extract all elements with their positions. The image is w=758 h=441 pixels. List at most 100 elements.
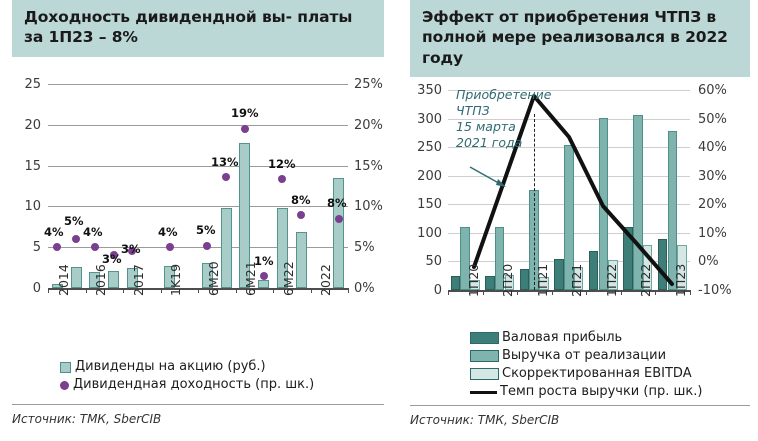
r-xlabel-2p22: 2П22 bbox=[638, 263, 653, 297]
dot-yield-2022 bbox=[297, 210, 306, 219]
dotlabel-0: 4% bbox=[44, 225, 64, 239]
xtick-10 bbox=[235, 288, 237, 293]
r-xtick-4 bbox=[586, 290, 588, 295]
r-xtick-5 bbox=[620, 290, 622, 295]
right-panel: Эффект от приобретения ЧТПЗ в полной мер… bbox=[400, 0, 758, 441]
dot-yield-2021 bbox=[259, 271, 268, 280]
legend-item-revenue-growth[interactable]: Темп роста выручки (пр. шк.) bbox=[470, 384, 702, 400]
bar-dividend-2021 bbox=[258, 280, 270, 288]
r-ytick-100: 100 bbox=[417, 225, 442, 241]
left-xlabel-2022: 2022 bbox=[318, 264, 333, 296]
legend-item-dividend-yield[interactable]: Дивидендная доходность (пр. шк.) bbox=[60, 377, 314, 393]
bar-dividend-2022 bbox=[295, 232, 307, 288]
dotlabel-6: 5% bbox=[196, 223, 216, 237]
gridline-25 bbox=[48, 84, 348, 85]
left-ytick-0: 0 bbox=[32, 281, 41, 296]
dotlabel-1: 5% bbox=[64, 214, 84, 228]
dotlabel-10: 12% bbox=[268, 157, 296, 171]
r-y2tick-60: 60% bbox=[698, 83, 727, 98]
r-xlabel-2p21: 2П21 bbox=[569, 263, 584, 297]
dot-yield-2017 bbox=[128, 247, 137, 256]
xtick-1 bbox=[66, 288, 68, 293]
left-title-band: Доходность дивидендной вы- платы за 1П23… bbox=[12, 0, 384, 57]
dot-yield-6m20 bbox=[203, 241, 212, 250]
dot-yield-2014 bbox=[53, 243, 62, 252]
gridline-20 bbox=[48, 124, 348, 126]
bar-dividend-2014 bbox=[51, 283, 63, 288]
bar-revenue-2p22 bbox=[633, 115, 643, 290]
left-xlabel-2016: 2016 bbox=[93, 264, 108, 296]
dot-yield-2016a bbox=[90, 243, 99, 252]
r-gridline-350 bbox=[448, 90, 690, 91]
bar-gross-profit-1p21 bbox=[519, 269, 530, 290]
acquisition-annotation: Приобретение ЧТПЗ 15 марта 2021 года bbox=[456, 87, 552, 150]
xtick-11 bbox=[254, 288, 256, 293]
r-xtick-0 bbox=[448, 290, 449, 295]
bar-revenue-1p23 bbox=[667, 131, 678, 290]
right-source: Источник: ТМК, SberCIB bbox=[410, 413, 560, 427]
r-ytick-50: 50 bbox=[425, 254, 442, 270]
r-xlabel-1p21: 1П21 bbox=[535, 263, 550, 297]
legend-item-ebitda[interactable]: Скорректированная EBITDA bbox=[470, 365, 702, 382]
acquisition-marker-line bbox=[534, 114, 535, 290]
dot-marker-icon bbox=[60, 380, 69, 390]
dot-yield-2016b bbox=[109, 251, 118, 260]
legend-item-revenue[interactable]: Выручка от реализации bbox=[470, 348, 702, 364]
square-marker-icon bbox=[60, 361, 71, 373]
left-xlabel-6m21: 6M21 bbox=[243, 261, 258, 296]
left-y2tick-20: 20% bbox=[354, 117, 383, 133]
bar-dividend-2017 bbox=[126, 268, 138, 288]
left-xlabel-6m20: 6M20 bbox=[206, 261, 221, 296]
r-xtick-6 bbox=[655, 290, 657, 295]
legend-item-dividend-per-share[interactable]: Дивиденды на акцию (руб.) bbox=[60, 359, 314, 375]
r-y2tick-neg10: -10% bbox=[698, 283, 732, 298]
r-ytick-250: 250 bbox=[417, 140, 442, 156]
xtick-5 bbox=[141, 288, 143, 293]
line-swatch-icon bbox=[470, 390, 497, 394]
left-ytick-20: 20 bbox=[24, 117, 41, 133]
legend-item-gross-profit[interactable]: Валовая прибыль bbox=[470, 330, 702, 346]
xtick-13 bbox=[291, 288, 293, 293]
bar-ebitda-1p22 bbox=[608, 260, 618, 290]
bar-dividend-2016a bbox=[89, 271, 101, 288]
legend-label: Валовая прибыль bbox=[502, 330, 623, 345]
gridline-10 bbox=[48, 206, 348, 208]
bar-dividend-6m20 bbox=[201, 263, 213, 288]
left-source: Источник: ТМК, SberCIB bbox=[12, 412, 162, 426]
legend-label: Скорректированная EBITDA bbox=[502, 365, 692, 381]
bar-gross-profit-2p20 bbox=[485, 275, 495, 290]
left-divider bbox=[12, 404, 384, 405]
bar-ebitda-1p21 bbox=[539, 276, 549, 290]
r-y2tick-10: 10% bbox=[698, 225, 727, 241]
r-xlabel-1p22: 1П22 bbox=[604, 263, 619, 297]
r-y2tick-20: 20% bbox=[698, 197, 727, 213]
right-divider bbox=[410, 405, 750, 406]
r-xlabel-1p23: 1П23 bbox=[673, 263, 688, 297]
left-legend: Дивиденды на акцию (руб.) Дивидендная до… bbox=[60, 359, 314, 396]
left-ytick-5: 5 bbox=[32, 240, 41, 256]
bar-revenue-2p21 bbox=[564, 144, 574, 290]
bar-gross-profit-2p22 bbox=[623, 227, 633, 290]
r-x-axis-line bbox=[448, 290, 690, 292]
right-plot-area bbox=[448, 90, 691, 295]
dot-yield-6m21 bbox=[240, 124, 249, 133]
r-ytick-300: 300 bbox=[417, 111, 442, 127]
dotlabel-8: 19% bbox=[231, 106, 259, 120]
r-ytick-150: 150 bbox=[417, 197, 442, 213]
left-ytick-10: 10 bbox=[24, 199, 41, 215]
left-panel-title: Доходность дивидендной вы- платы за 1П23… bbox=[24, 8, 353, 47]
left-xlabel-2014: 2014 bbox=[56, 264, 71, 296]
bar-dividend-6m22 bbox=[276, 208, 288, 288]
bar-swatch-icon bbox=[470, 368, 499, 381]
bar-ebitda-1p20 bbox=[470, 280, 480, 290]
gridline-15 bbox=[48, 165, 348, 167]
bar-dividend-2015 bbox=[70, 267, 82, 288]
dot-yield-1k19 bbox=[165, 243, 174, 252]
dot-yield-2020 bbox=[222, 173, 231, 182]
left-ytick-25: 25 bbox=[24, 77, 41, 92]
r-xtick-7 bbox=[690, 290, 691, 295]
dotlabel-3: 3% bbox=[102, 252, 122, 266]
dotlabel-11: 8% bbox=[291, 193, 311, 207]
dot-yield-1p23 bbox=[334, 214, 343, 223]
left-xlabel-1k19: 1K19 bbox=[168, 263, 183, 296]
